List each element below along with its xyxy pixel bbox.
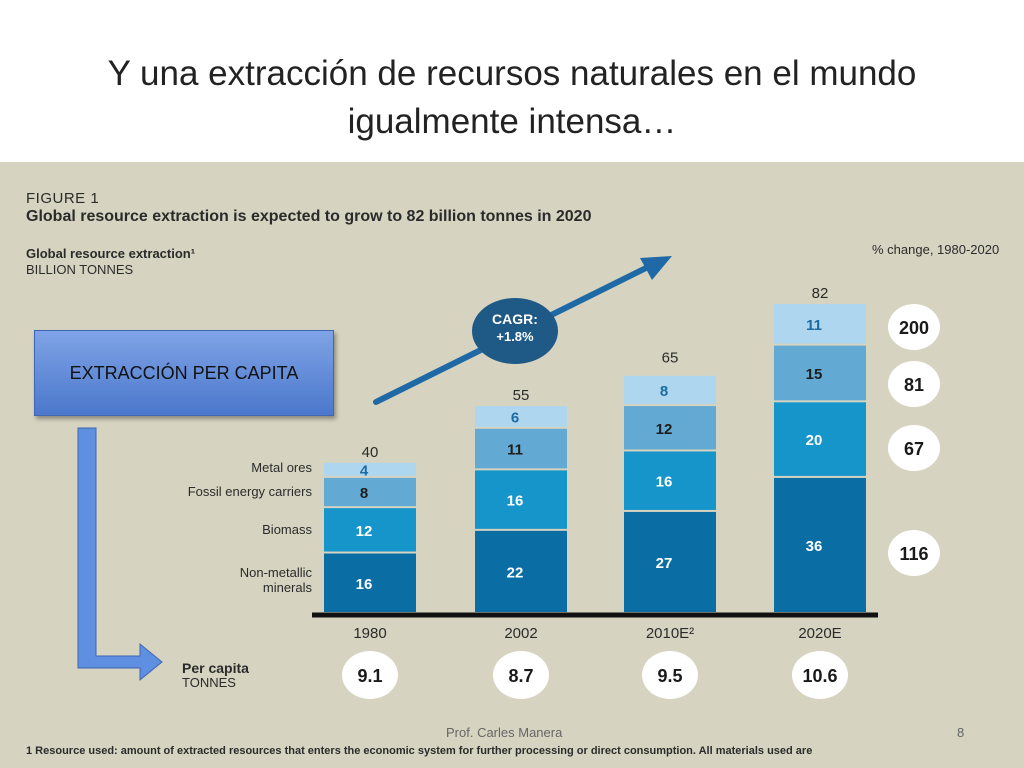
per-capita-circle [342,651,398,699]
chart-unit: BILLION TONNES [26,262,134,277]
pct-change-value: 200 [899,318,929,338]
segment-value-label: 16 [507,493,524,510]
figure-panel: FIGURE 1 Global resource extraction is e… [0,162,1024,768]
per-capita-label: Per capita [182,660,249,676]
bar-segment-fossil-energy-carriers [324,477,416,507]
resource-extraction-chart: 1612844019809.122161165520028.7271612865… [77,256,940,699]
x-tick-label: 2020E [798,625,841,642]
x-tick-label: 1980 [353,625,386,642]
bar-segment-non-metallic-minerals [475,530,567,612]
footnote: 1 Resource used: amount of extracted res… [26,745,813,757]
bar-segment-non-metallic-minerals [324,553,416,612]
segment-value-label: 6 [511,409,519,426]
legend-non-metallic-minerals: Non-metallic minerals [240,565,313,595]
growth-arrow-head [640,256,672,280]
pct-change-circle [888,304,940,350]
pct-change-circle [888,361,940,407]
x-tick-label: 2002 [504,625,537,642]
bar-total-label: 82 [812,285,829,302]
segment-value-label: 8 [360,485,368,502]
bar-segment-biomass [624,451,716,510]
per-capita-circle [792,651,848,699]
footer-page-number: 8 [957,725,965,740]
chart-subtitle: Global resource extraction¹ [26,246,196,261]
segment-value-label: 22 [507,564,524,581]
segment-value-label: 11 [806,317,822,334]
segment-value-label: 12 [356,523,373,540]
bar-segment-non-metallic-minerals [624,511,716,612]
per-capita-circle [493,651,549,699]
pct-change-value: 67 [904,439,924,459]
x-tick-label: 2010E² [646,625,694,642]
bar-segment-biomass [475,470,567,529]
pct-change-circle [888,530,940,576]
segment-value-label: 12 [656,421,673,438]
cagr-value: +1.8% [496,329,534,344]
slide-title: Y una extracción de recursos naturales e… [107,54,917,141]
legend-biomass: Biomass [262,522,312,537]
per-capita-value: 9.5 [657,666,682,686]
segment-value-label: 11 [507,442,523,459]
segment-value-label: 16 [356,576,373,593]
segment-value-label: 15 [806,366,823,383]
segment-value-label: 4 [360,462,369,479]
figure-label: FIGURE 1 [26,190,100,207]
bar-segment-metal-ores [324,462,416,476]
pct-change-value: 81 [904,375,924,395]
segment-value-label: 20 [806,432,823,449]
bar-segment-fossil-energy-carriers [774,345,866,401]
legend-fossil-energy-carriers: Fossil energy carriers [188,484,313,499]
bar-total-label: 55 [513,387,530,404]
legend-metal-ores: Metal ores [251,460,312,475]
figure-title: Global resource extraction is expected t… [26,208,592,225]
bar-segment-metal-ores [624,375,716,405]
segment-value-label: 27 [656,555,673,572]
bar-segment-non-metallic-minerals [774,477,866,612]
segment-value-label: 36 [806,538,823,555]
pct-change-header: % change, 1980-2020 [872,242,1000,257]
pct-change-value: 116 [899,544,928,564]
per-capita-callout: EXTRACCIÓN PER CAPITA [34,330,334,416]
bar-segment-metal-ores [774,304,866,344]
bar-segment-metal-ores [475,406,567,427]
bar-segment-fossil-energy-carriers [475,428,567,469]
pct-change-circle [888,425,940,471]
footer-author: Prof. Carles Manera [446,725,563,740]
bar-segment-biomass [324,508,416,552]
per-capita-value: 8.7 [508,666,533,686]
bar-total-label: 65 [662,349,679,366]
bar-total-label: 40 [362,444,379,461]
bar-segment-fossil-energy-carriers [624,406,716,450]
cagr-badge: CAGR: +1.8% [472,298,558,364]
per-capita-value: 10.6 [802,666,837,686]
cagr-label: CAGR: [492,311,538,327]
per-capita-unit: TONNES [182,675,236,690]
per-capita-circle [642,651,698,699]
bar-segment-biomass [774,402,866,476]
callout-arrow [77,427,163,682]
segment-value-label: 8 [660,383,668,400]
per-capita-value: 9.1 [357,666,382,686]
segment-value-label: 16 [656,474,673,491]
